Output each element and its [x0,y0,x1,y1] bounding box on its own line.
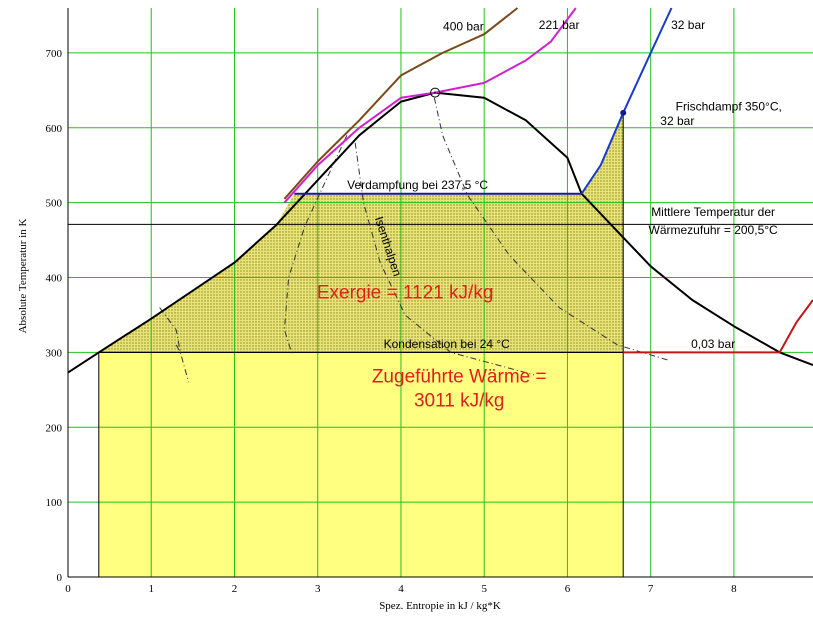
y-tick-label: 500 [46,198,63,210]
y-tick-label: 0 [57,572,63,584]
exergy-area [98,112,624,353]
annotation-label-32: 32 bar [671,18,705,32]
y-tick-label: 400 [46,273,63,285]
annotation-label-400: 400 bar [443,19,484,33]
x-tick-label: 4 [398,583,404,595]
live-steam-marker [620,109,627,116]
x-tick-label: 2 [232,583,238,595]
y-tick-label: 300 [46,347,63,359]
series-line [580,7,673,195]
y-tick-label: 100 [46,497,63,509]
y-tick-label: 200 [46,422,63,434]
annotation-label-verd: Verdampfung bei 237,5 °C [347,178,488,192]
series-line [283,7,577,204]
x-tick-label: 6 [565,583,571,595]
annotation-label-zug2: 3011 kJ/kg [414,390,504,411]
x-tick-label: 7 [648,583,654,595]
heat-area [98,352,624,577]
isenthalpe-line [433,97,668,361]
annotation-label-kond: Kondensation bei 24 °C [384,337,511,351]
isenthalpe-line [175,344,190,383]
annotation-label-mittl2: Wärmezufuhr = 200,5°C [649,223,779,237]
critical-point-marker [430,87,441,98]
x-tick-label: 5 [481,583,487,595]
x-tick-label: 0 [65,583,71,595]
annotation-label-221: 221 bar [539,18,580,32]
annotation-label-exergie: Exergie = 1121 kJ/kg [317,282,494,303]
y-tick-label: 600 [46,123,63,135]
x-tick-label: 3 [315,583,321,595]
series-line [623,299,813,354]
x-tick-label: 8 [731,583,737,595]
series-line [283,7,519,200]
x-axis-label: Spez. Entropie in kJ / kg*K [379,600,501,612]
annotation-label-frisch1: Frischdampf 350°C, [676,100,782,114]
isenthalpe-line [159,307,181,353]
annotation-label-zug1: Zugeführte Wärme = [372,366,547,387]
y-tick-label: 700 [46,48,63,60]
annotation-label-frisch2: 32 bar [660,114,694,128]
critical-point-center [434,91,437,94]
series-line [67,91,813,374]
y-axis-label: Absolute Temperatur in K [17,219,29,334]
annotation-label-mittl1: Mittlere Temperatur der [651,205,775,219]
x-tick-label: 1 [148,583,154,595]
annotation-label-003: 0,03 bar [691,337,735,351]
isenthalpe-line [283,135,348,357]
